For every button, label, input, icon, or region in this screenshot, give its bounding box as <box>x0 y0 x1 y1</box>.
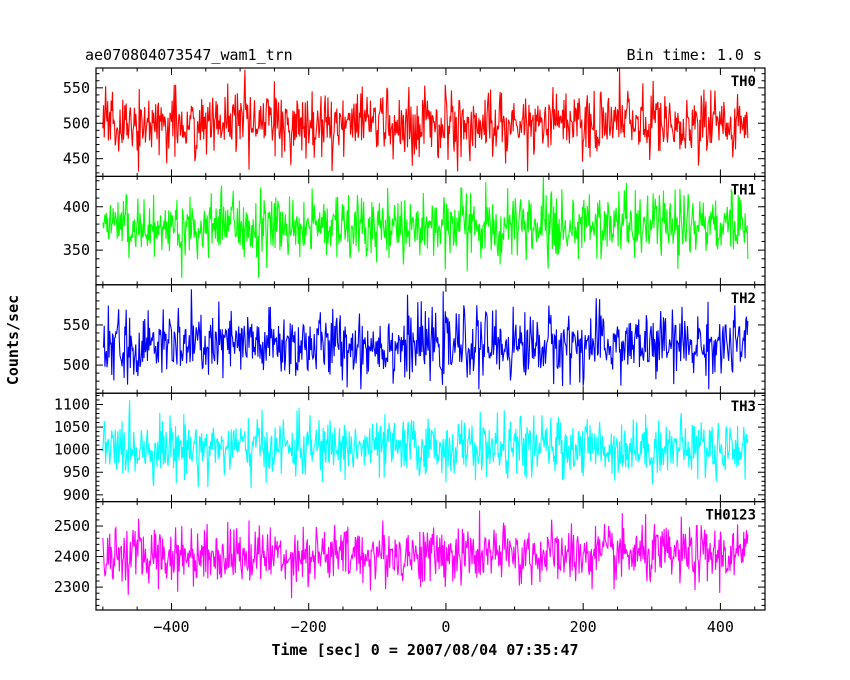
y-tick-label: 1000 <box>54 441 90 459</box>
bin-time-label: Bin time: 1.0 s <box>627 46 762 64</box>
y-tick-label: 2500 <box>54 517 90 535</box>
y-tick-label: 500 <box>63 356 90 374</box>
y-tick-label: 900 <box>63 486 90 504</box>
y-tick-label: 2300 <box>54 578 90 596</box>
panel-label: TH0 <box>731 74 756 90</box>
panel-th1: 350 400 TH1 <box>63 175 766 286</box>
panel-label: TH2 <box>731 291 756 307</box>
y-axis-label: Counts/sec <box>4 295 22 385</box>
x-tick-label: 400 <box>707 618 734 636</box>
x-tick-label: −400 <box>153 618 189 636</box>
x-axis-label: Time [sec] 0 = 2007/08/04 07:35:47 <box>271 641 578 659</box>
panel-th0123: 2300 2400 2500 TH0123 <box>54 501 766 611</box>
panel-th3: 900 950 1000 1050 1100 TH3 <box>54 392 766 504</box>
series-th2 <box>102 289 749 390</box>
y-tick-label: 400 <box>63 198 90 216</box>
panel-label: TH1 <box>731 182 756 198</box>
panels-group: 450 500 550 TH0 350 400 TH1 500 550 TH2 900 950 1000… <box>54 67 766 611</box>
y-tick-label: 450 <box>63 150 90 168</box>
series-th3 <box>102 399 749 488</box>
panel-label: TH3 <box>731 399 756 415</box>
y-tick-label: 550 <box>63 79 90 97</box>
y-tick-label: 550 <box>63 316 90 334</box>
panel-th2: 500 550 TH2 <box>63 284 766 394</box>
y-tick-label: 1100 <box>54 395 90 413</box>
panel-th0: 450 500 550 TH0 <box>63 67 766 178</box>
series-th0123 <box>102 510 749 599</box>
x-tick-labels: −400 −200 0 200 400 <box>153 618 734 636</box>
y-tick-label: 500 <box>63 114 90 132</box>
y-tick-label: 1050 <box>54 418 90 436</box>
panel-frame <box>95 501 766 611</box>
x-tick-label: 0 <box>441 618 450 636</box>
y-tick-label: 350 <box>63 241 90 259</box>
x-tick-label: −200 <box>291 618 327 636</box>
y-tick-label: 2400 <box>54 548 90 566</box>
x-tick-label: 200 <box>570 618 597 636</box>
chart-title: ae070804073547_wam1_trn <box>85 46 293 64</box>
panel-frame <box>95 175 766 286</box>
y-tick-label: 950 <box>63 463 90 481</box>
series-th1 <box>102 176 749 278</box>
series-th0 <box>102 67 749 172</box>
panel-label: TH0123 <box>705 508 756 524</box>
